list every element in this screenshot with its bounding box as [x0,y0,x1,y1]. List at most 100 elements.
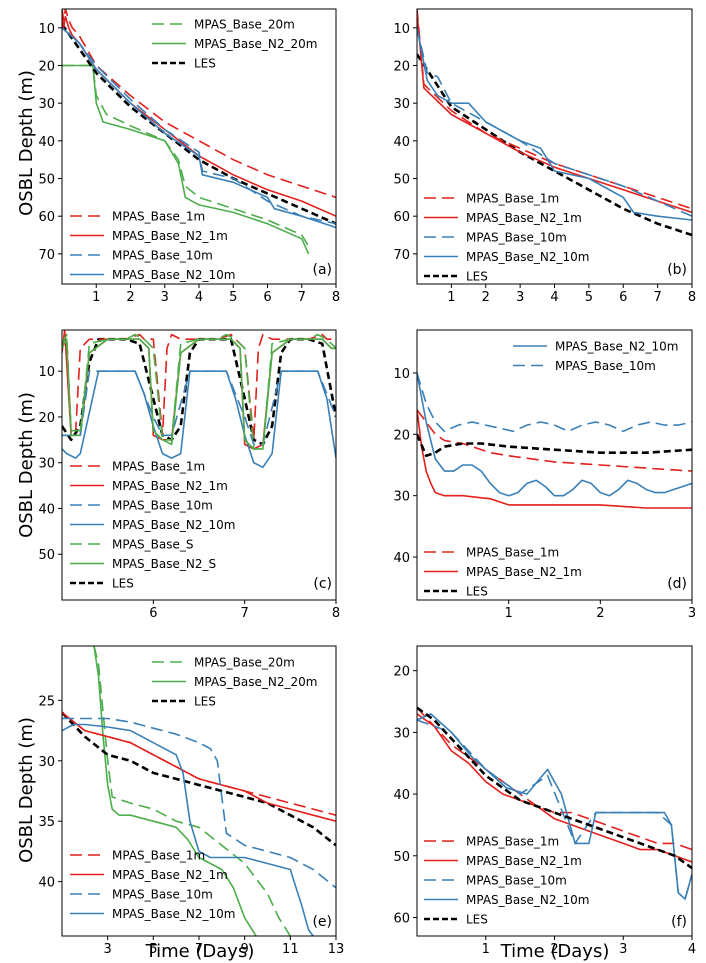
x-tick-label: 6 [619,290,627,305]
y-tick-label: 20 [393,60,410,75]
x-tick-label: 13 [328,942,345,957]
series-group [62,646,336,936]
series-line-les [417,53,692,237]
panel-e: 3 5 7 9 11 1325303540MPAS_Base_20mMPAS_Base_N… [38,645,345,957]
legend-label: MPAS_Base_N2_10m [466,893,589,907]
plot-frame [416,329,693,601]
legend-label: MPAS_Base_N2_10m [466,250,589,264]
series-line-mpas-base-n2-1m [417,12,692,214]
legend-label: LES [194,57,216,71]
x-tick-label: 9 [241,942,249,957]
series-line-mpas-base-n2-10m [62,370,336,469]
legend-label: MPAS_Base_10m [466,874,567,888]
series-group [417,706,692,900]
legend-bottom-left: MPAS_Base_1m MPAS_Base_N2_1m LES [424,546,582,599]
legend-label: MPAS_Base_N2_1m [466,565,582,579]
legend-bottom-left: MPAS_Base_1m MPAS_Base_N2_1m MPAS_Base_10m… [70,460,235,591]
series-line-mpas-base-10m [417,27,692,217]
series-line-mpas-base-n2-20m [93,646,257,936]
series-line-mpas-base-n2-1m [417,409,692,509]
legend-label: MPAS_Base_N2_1m [466,211,582,225]
y-tick-label: 30 [393,726,410,741]
y-tick-label: 40 [38,502,55,517]
legend-bottom-left: MPAS_Base_1m MPAS_Base_N2_1m MPAS_Base_10m… [424,835,589,927]
x-tick-label: 1 [447,290,455,305]
series-line-mpas-base-1m [417,707,692,851]
panel-label: (e) [312,914,332,930]
y-tick-label: 50 [393,173,410,188]
series-line-mpas-base-20m [93,646,291,936]
series-line-les [62,711,336,847]
panel-a: 1 2 3 4 5 6 7 810203040506070MPAS_Base_20mMPAS_… [38,8,340,305]
x-tick-label: 2 [596,606,604,621]
x-tick-label: 3 [161,290,169,305]
series-line-mpas-base-1m [62,9,336,199]
series-line-mpas-base-10m [62,27,336,225]
x-tick-label: 8 [688,290,696,305]
legend-label: MPAS_Base_N2_S [112,557,216,571]
series-line-mpas-base-n2-1m [62,330,336,450]
x-tick-label: 6 [149,606,157,621]
legend-label: MPAS_Base_N2_20m [194,675,317,689]
x-tick-label: 5 [585,290,593,305]
series-group [62,330,336,469]
legend-top-right: MPAS_Base_20m MPAS_Base_N2_20m LES [152,18,317,71]
legend-label: MPAS_Base_1m [466,546,559,560]
y-tick-label: 30 [38,97,55,112]
x-tick-label: 2 [550,942,558,957]
x-tick-label: 7 [241,606,249,621]
y-tick-label: 40 [38,876,55,891]
x-tick-label: 7 [195,942,203,957]
x-tick-label: 3 [104,942,112,957]
legend-label: MPAS_Base_N2_10m [555,340,678,354]
x-tick-label: 11 [282,942,299,957]
y-tick-label: 40 [38,135,55,150]
series-line-mpas-base-1m [417,9,692,210]
series-line-mpas-base-n2-10m [417,27,692,221]
legend-label: MPAS_Base_N2_1m [112,229,228,243]
x-tick-label: 5 [149,942,157,957]
legend-label: LES [466,270,488,284]
panel-b: 1 2 3 4 5 6 7 810203040506070MPAS_Base_1mMPAS_B… [393,8,696,305]
x-tick-label: 3 [619,942,627,957]
y-tick-label: 30 [393,490,410,505]
y-tick-label: 10 [38,22,55,37]
x-tick-label: 8 [332,290,340,305]
legend-label: MPAS_Base_S [112,538,194,552]
panel-label: (f) [671,914,687,930]
legend-top-right: MPAS_Base_20m MPAS_Base_N2_20m LES [152,656,317,709]
series-line-mpas-base-n2-1m [417,713,692,863]
panel-c: 6 7 8 10 20 30 40 50 MPAS_Base_1m MPAS_Base_N2_1m… [38,329,340,621]
legend-label: LES [466,913,488,927]
plot-frame [61,329,337,601]
x-tick-label: 2 [126,290,134,305]
panel-label: (d) [667,576,687,592]
legend-label: MPAS_Base_N2_20m [194,37,317,51]
legend-label: MPAS_Base_1m [112,460,205,474]
legend-label: MPAS_Base_N2_1m [112,868,228,882]
legend-label: LES [112,577,134,591]
legend-label: MPAS_Base_10m [112,249,213,263]
series-line-les [417,433,692,458]
series-line-mpas-base-n2-s [62,338,336,450]
series-group [62,9,336,255]
legend-label: MPAS_Base_1m [112,849,205,863]
y-tick-label: 20 [38,60,55,75]
legend-label: MPAS_Base_N2_1m [112,479,228,493]
y-tick-label: 30 [393,97,410,112]
y-tick-label: 20 [38,411,55,426]
series-line-mpas-base-n2-1m [62,711,336,822]
x-tick-label: 3 [688,606,696,621]
legend-top-right: MPAS_Base_N2_10m MPAS_Base_10m [513,340,678,373]
series-group [417,9,692,237]
legend-label: MPAS_Base_1m [466,192,559,206]
x-tick-label: 6 [263,290,271,305]
legend-label: MPAS_Base_10m [112,499,213,513]
legend-label: LES [466,585,488,599]
x-tick-label: 7 [298,290,306,305]
y-tick-label: 30 [38,755,55,770]
series-line-mpas-base-10m [417,372,692,433]
y-tick-label: 40 [393,788,410,803]
x-tick-label: 4 [688,942,696,957]
